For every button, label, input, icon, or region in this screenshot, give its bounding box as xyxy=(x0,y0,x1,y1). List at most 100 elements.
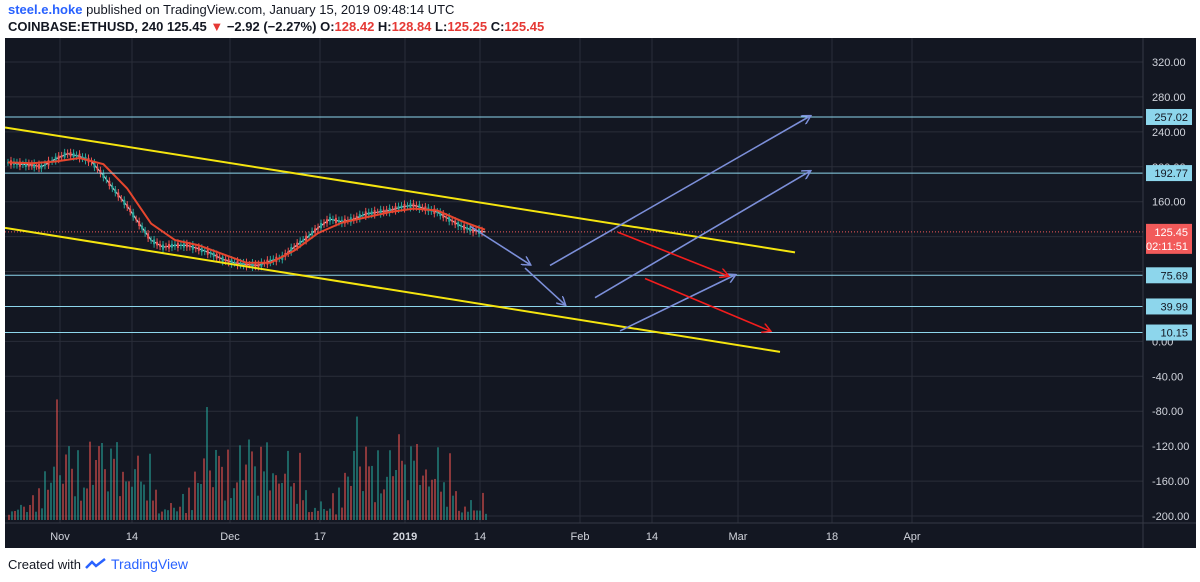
x-axis-tick-label: 18 xyxy=(826,531,838,543)
volume-bar xyxy=(47,489,49,520)
chart-background xyxy=(5,38,1196,548)
projection-arrow-blue xyxy=(619,275,735,332)
volume-bar xyxy=(305,490,307,520)
volume-bar xyxy=(11,511,13,520)
level-price-tag xyxy=(1146,165,1192,182)
volume-bar xyxy=(14,511,16,520)
candle-body xyxy=(27,163,30,167)
volume-bar xyxy=(335,514,337,520)
candle-body xyxy=(167,243,170,249)
volume-bar xyxy=(389,450,391,520)
volume-bar xyxy=(188,487,190,520)
volume-bar xyxy=(464,506,466,520)
volume-bar xyxy=(191,510,193,520)
volume-bar xyxy=(170,503,172,520)
candle-body xyxy=(72,152,75,158)
publish-info: steel.e.hoke published on TradingView.co… xyxy=(8,2,454,17)
volume-bar xyxy=(62,483,64,520)
candle-body xyxy=(296,242,299,248)
y-axis-tick-label: 240.00 xyxy=(1152,127,1186,139)
volume-bar xyxy=(404,464,406,520)
volume-bar xyxy=(377,450,379,520)
y-axis-tick-label: -120.00 xyxy=(1152,441,1189,453)
author-link[interactable]: steel.e.hoke xyxy=(8,2,83,17)
candle-body xyxy=(144,230,147,234)
volume-bar xyxy=(386,476,388,520)
candle-body xyxy=(293,246,296,248)
volume-bar xyxy=(458,510,460,520)
volume-bar xyxy=(332,493,334,520)
volume-bar xyxy=(128,481,130,520)
volume-bar xyxy=(152,500,154,520)
candle-body xyxy=(269,259,272,263)
volume-bar xyxy=(281,482,283,520)
volume-bar xyxy=(80,500,82,520)
volume-bar xyxy=(350,485,352,520)
tradingview-brand[interactable]: TradingView xyxy=(110,556,189,572)
volume-bar xyxy=(53,466,55,520)
candle-body xyxy=(102,173,105,178)
candle-body xyxy=(93,162,96,168)
candle-body xyxy=(254,263,257,267)
volume-bar xyxy=(230,498,232,520)
volume-bar xyxy=(320,501,322,520)
candle-body xyxy=(185,243,188,248)
candle-body xyxy=(448,216,451,222)
candle-body xyxy=(99,170,102,174)
candle-body xyxy=(108,180,111,186)
candle-body xyxy=(24,162,27,167)
volume-bar xyxy=(206,407,208,520)
volume-bar xyxy=(419,485,421,520)
candle-body xyxy=(299,240,302,245)
candle-body xyxy=(361,214,364,216)
candle-body xyxy=(421,207,424,209)
x-axis-tick-label: Apr xyxy=(903,531,920,543)
volume-bar xyxy=(17,509,19,520)
volume-bar xyxy=(368,466,370,520)
volume-bar xyxy=(125,481,127,520)
volume-bar xyxy=(197,483,199,520)
volume-bar xyxy=(167,510,169,520)
candle-body xyxy=(385,209,388,213)
candle-body xyxy=(463,224,466,230)
volume-bar xyxy=(296,503,298,520)
level-price-label: 75.69 xyxy=(1160,270,1188,282)
candle-body xyxy=(18,161,21,167)
volume-bar xyxy=(107,491,109,520)
open-label: O: xyxy=(320,19,335,34)
volume-bar xyxy=(341,507,343,520)
candle-body xyxy=(40,164,43,169)
volume-bar xyxy=(260,446,262,520)
candle-body xyxy=(323,222,326,225)
volume-bar xyxy=(410,446,412,520)
volume-bar xyxy=(50,482,52,520)
candle-body xyxy=(129,208,132,212)
volume-bar xyxy=(110,448,112,520)
volume-bar xyxy=(371,465,373,520)
candle-body xyxy=(412,203,415,208)
volume-bar xyxy=(356,416,358,520)
candle-body xyxy=(224,259,227,262)
candle-body xyxy=(138,221,141,226)
candle-body xyxy=(230,259,233,265)
volume-bar xyxy=(212,487,214,520)
volume-bar xyxy=(245,464,247,520)
candle-body xyxy=(248,264,251,266)
volume-bar xyxy=(122,471,124,520)
candle-body xyxy=(182,243,185,248)
candle-body xyxy=(150,239,153,241)
volume-bar xyxy=(38,488,40,520)
candle-body xyxy=(191,244,194,250)
volume-bar xyxy=(35,511,37,520)
candle-body xyxy=(466,227,469,230)
volume-bar xyxy=(86,488,88,520)
volume-bar xyxy=(467,511,469,520)
candle-body xyxy=(415,204,418,208)
volume-bar xyxy=(449,453,451,520)
volume-bar xyxy=(8,514,10,520)
volume-bar xyxy=(422,475,424,520)
candle-body xyxy=(141,226,144,230)
candle-body xyxy=(287,251,290,254)
candle-body xyxy=(454,220,457,225)
